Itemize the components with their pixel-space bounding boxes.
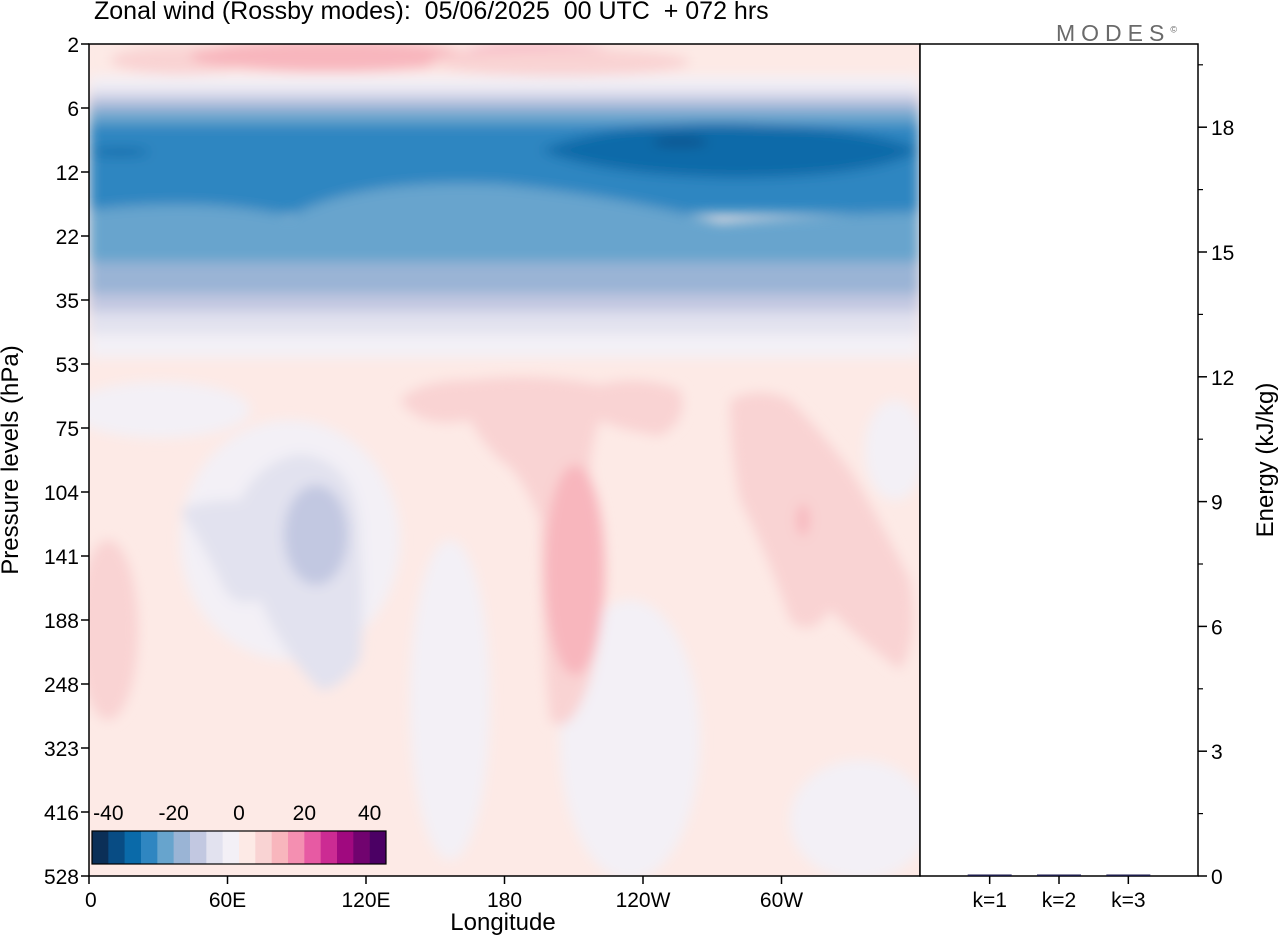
colorbar: -40 -20 0 20 40 (91, 802, 387, 865)
colorbar-swatch (190, 831, 207, 864)
energy-tick-label: 6 (1211, 616, 1223, 639)
colorbar-swatch (141, 831, 158, 864)
energy-category-label: k=3 (1111, 889, 1145, 912)
colorbar-frame (91, 830, 387, 865)
colorbar-swatch (255, 831, 272, 864)
colorbar-swatch (173, 831, 191, 864)
colorbar-swatch (239, 831, 256, 864)
colorbar-tick-label: 0 (233, 802, 245, 825)
energy-category-label: k=2 (1042, 889, 1076, 912)
energy-tick-label: 15 (1211, 242, 1234, 265)
energy-panel-frame (919, 43, 1199, 877)
y-tick-label: 2 (67, 34, 79, 57)
energy-tick-label: 9 (1211, 492, 1223, 515)
energy-tick-label: 3 (1211, 741, 1223, 764)
colorbar-swatch (157, 831, 174, 864)
y-tick-label: 248 (44, 674, 79, 697)
heatmap-axes: 2 6 12 22 35 53 75 104 141 188 248 323 416 528 0 60E 120… (44, 34, 803, 912)
colorbar-swatch (271, 831, 289, 864)
logo-text: MODES (1056, 20, 1171, 46)
energy-tick-label: 18 (1211, 117, 1234, 140)
colorbar-swatch (337, 831, 354, 864)
colorbar-tick-label: 40 (358, 802, 381, 825)
x-tick-label: 60E (209, 889, 246, 912)
y-tick-label: 104 (44, 482, 79, 505)
colorbar-swatch (353, 831, 370, 864)
colorbar-swatch (108, 831, 125, 864)
y-tick-label: 12 (56, 162, 79, 185)
colorbar-swatch (124, 831, 142, 864)
y-tick-label: 22 (56, 226, 79, 249)
energy-tick-label: 0 (1211, 866, 1223, 889)
colorbar-swatch (92, 831, 109, 864)
modes-logo: MODES© (1056, 20, 1177, 47)
energy-axes: 0 3 6 9 12 15 18 k=1 k=2 k=3 (967, 64, 1234, 912)
y-tick-label: 35 (56, 290, 79, 313)
y-tick-label: 53 (56, 354, 79, 377)
y-tick-label: 188 (44, 610, 79, 633)
x-tick-label: 60W (760, 889, 803, 912)
colorbar-swatch (369, 831, 387, 864)
energy-category-label: k=1 (972, 889, 1006, 912)
x-tick-label: 180 (487, 889, 522, 912)
y-tick-label: 6 (67, 98, 79, 121)
colorbar-swatch (304, 831, 321, 864)
energy-tick-label: 12 (1211, 367, 1234, 390)
energy-bar (1106, 874, 1151, 876)
colorbar-swatch (222, 831, 240, 864)
energy-bar (1037, 874, 1081, 876)
colorbar-tick-label: -40 (93, 802, 123, 825)
y-tick-label: 75 (56, 418, 79, 441)
x-tick-label: 0 (85, 889, 97, 912)
logo-mark: © (1170, 24, 1177, 35)
contour-field (89, 44, 920, 876)
chart-title: Zonal wind (Rossby modes): 05/06/2025 00… (94, 0, 769, 25)
colorbar-tick-label: -20 (158, 802, 188, 825)
x-tick-label: 120E (341, 889, 390, 912)
colorbar-swatch (206, 831, 223, 864)
x-tick-label: 120W (616, 889, 671, 912)
y-tick-label: 323 (44, 738, 79, 761)
colorbar-tick-label: 20 (293, 802, 316, 825)
y-tick-label: 416 (44, 802, 79, 825)
energy-bar (967, 874, 1012, 876)
y-tick-label: 141 (44, 546, 79, 569)
colorbar-swatch (320, 831, 338, 864)
colorbar-swatch (288, 831, 305, 864)
x-axis-label: Longitude (450, 909, 556, 936)
y-tick-label: 528 (44, 866, 79, 889)
